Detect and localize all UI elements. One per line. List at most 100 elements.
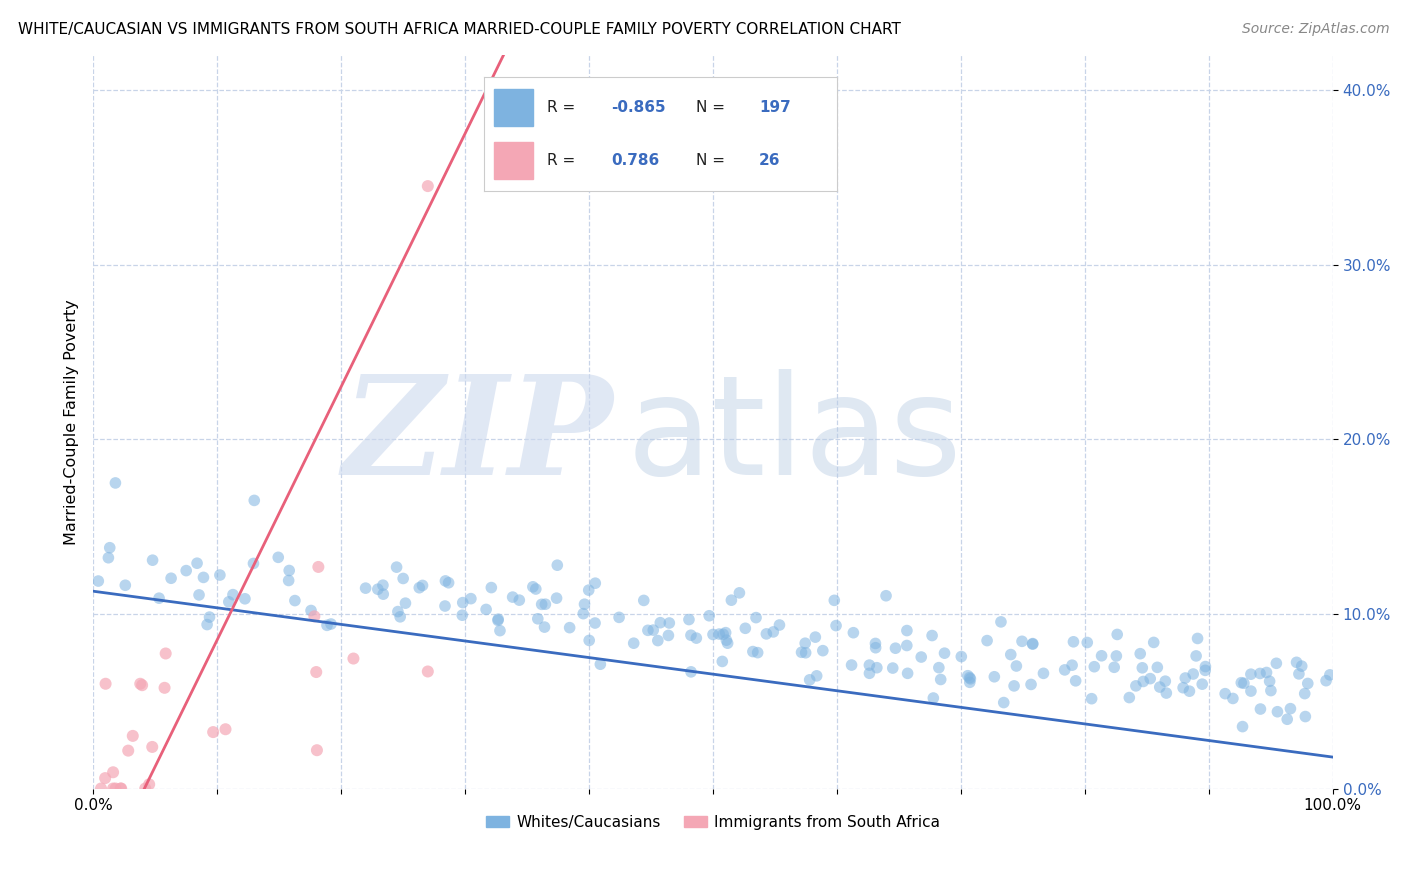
Point: [578, 583, 600, 598]
Point: [1277, 712, 1299, 726]
Point: [976, 633, 998, 648]
Point: [1260, 683, 1282, 698]
Point: [1240, 684, 1263, 698]
Point: [794, 646, 817, 660]
Point: [1021, 637, 1043, 651]
Point: [367, 582, 389, 597]
Point: [1139, 672, 1161, 686]
Text: atlas: atlas: [626, 369, 962, 504]
Point: [794, 636, 817, 650]
Point: [1062, 658, 1084, 673]
Point: [98, 541, 121, 555]
Point: [305, 743, 328, 757]
Point: [697, 608, 720, 623]
Point: [1191, 677, 1213, 691]
Point: [1132, 674, 1154, 689]
Point: [373, 587, 395, 601]
Point: [623, 636, 645, 650]
Point: [897, 666, 920, 681]
Point: [762, 624, 785, 639]
Point: [1233, 676, 1256, 690]
Point: [637, 624, 659, 638]
Point: [198, 610, 221, 624]
Point: [1174, 671, 1197, 685]
Point: [502, 590, 524, 604]
Point: [114, 578, 136, 592]
Point: [1249, 702, 1271, 716]
Point: [910, 650, 932, 665]
Point: [950, 649, 973, 664]
Point: [90, 781, 112, 796]
Point: [546, 558, 568, 573]
Point: [716, 633, 738, 648]
Point: [717, 636, 740, 650]
Point: [214, 723, 236, 737]
Point: [1279, 701, 1302, 715]
Point: [392, 572, 415, 586]
Point: [208, 568, 231, 582]
Point: [342, 651, 364, 665]
Point: [437, 575, 460, 590]
Point: [928, 660, 950, 674]
Point: [1105, 648, 1128, 663]
Point: [1258, 674, 1281, 689]
Point: [720, 593, 742, 607]
Point: [195, 617, 218, 632]
Point: [959, 671, 981, 685]
Point: [193, 570, 215, 584]
Point: [1222, 691, 1244, 706]
Point: [546, 591, 568, 606]
Point: [1194, 659, 1216, 673]
Legend: Whites/Caucasians, Immigrants from South Africa: Whites/Caucasians, Immigrants from South…: [479, 809, 946, 836]
Point: [1232, 720, 1254, 734]
Point: [825, 618, 848, 632]
Point: [993, 696, 1015, 710]
Point: [307, 560, 329, 574]
Point: [647, 633, 669, 648]
Point: [131, 678, 153, 692]
Point: [142, 553, 165, 567]
Point: [741, 644, 763, 658]
Point: [607, 610, 630, 624]
Point: [160, 571, 183, 585]
Point: [1213, 687, 1236, 701]
Point: [658, 615, 681, 630]
Point: [242, 557, 264, 571]
Point: [1178, 684, 1201, 698]
Point: [316, 618, 339, 632]
Point: [728, 586, 751, 600]
Point: [1156, 686, 1178, 700]
Point: [1002, 679, 1025, 693]
Point: [1102, 660, 1125, 674]
Point: [1294, 709, 1316, 723]
Point: [657, 628, 679, 642]
Point: [572, 607, 595, 621]
Point: [94, 771, 117, 785]
Point: [408, 581, 430, 595]
Point: [1267, 705, 1289, 719]
Point: [734, 621, 756, 635]
Point: [534, 597, 557, 611]
Point: [394, 596, 416, 610]
Point: [1296, 676, 1319, 690]
Point: [134, 781, 156, 796]
Point: [479, 581, 502, 595]
Point: [884, 641, 907, 656]
Point: [578, 633, 600, 648]
Point: [117, 744, 139, 758]
Point: [702, 627, 724, 641]
Point: [101, 765, 124, 780]
Point: [129, 677, 152, 691]
Point: [1011, 634, 1033, 648]
Point: [875, 589, 897, 603]
Point: [1154, 674, 1177, 689]
Point: [1171, 681, 1194, 695]
Point: [155, 647, 177, 661]
Text: WHITE/CAUCASIAN VS IMMIGRANTS FROM SOUTH AFRICA MARRIED-COUPLE FAMILY POVERTY CO: WHITE/CAUCASIAN VS IMMIGRANTS FROM SOUTH…: [18, 22, 901, 37]
Point: [929, 673, 952, 687]
Point: [174, 564, 197, 578]
Point: [1256, 665, 1278, 680]
Point: [1294, 687, 1316, 701]
Point: [896, 639, 918, 653]
Point: [1240, 667, 1263, 681]
